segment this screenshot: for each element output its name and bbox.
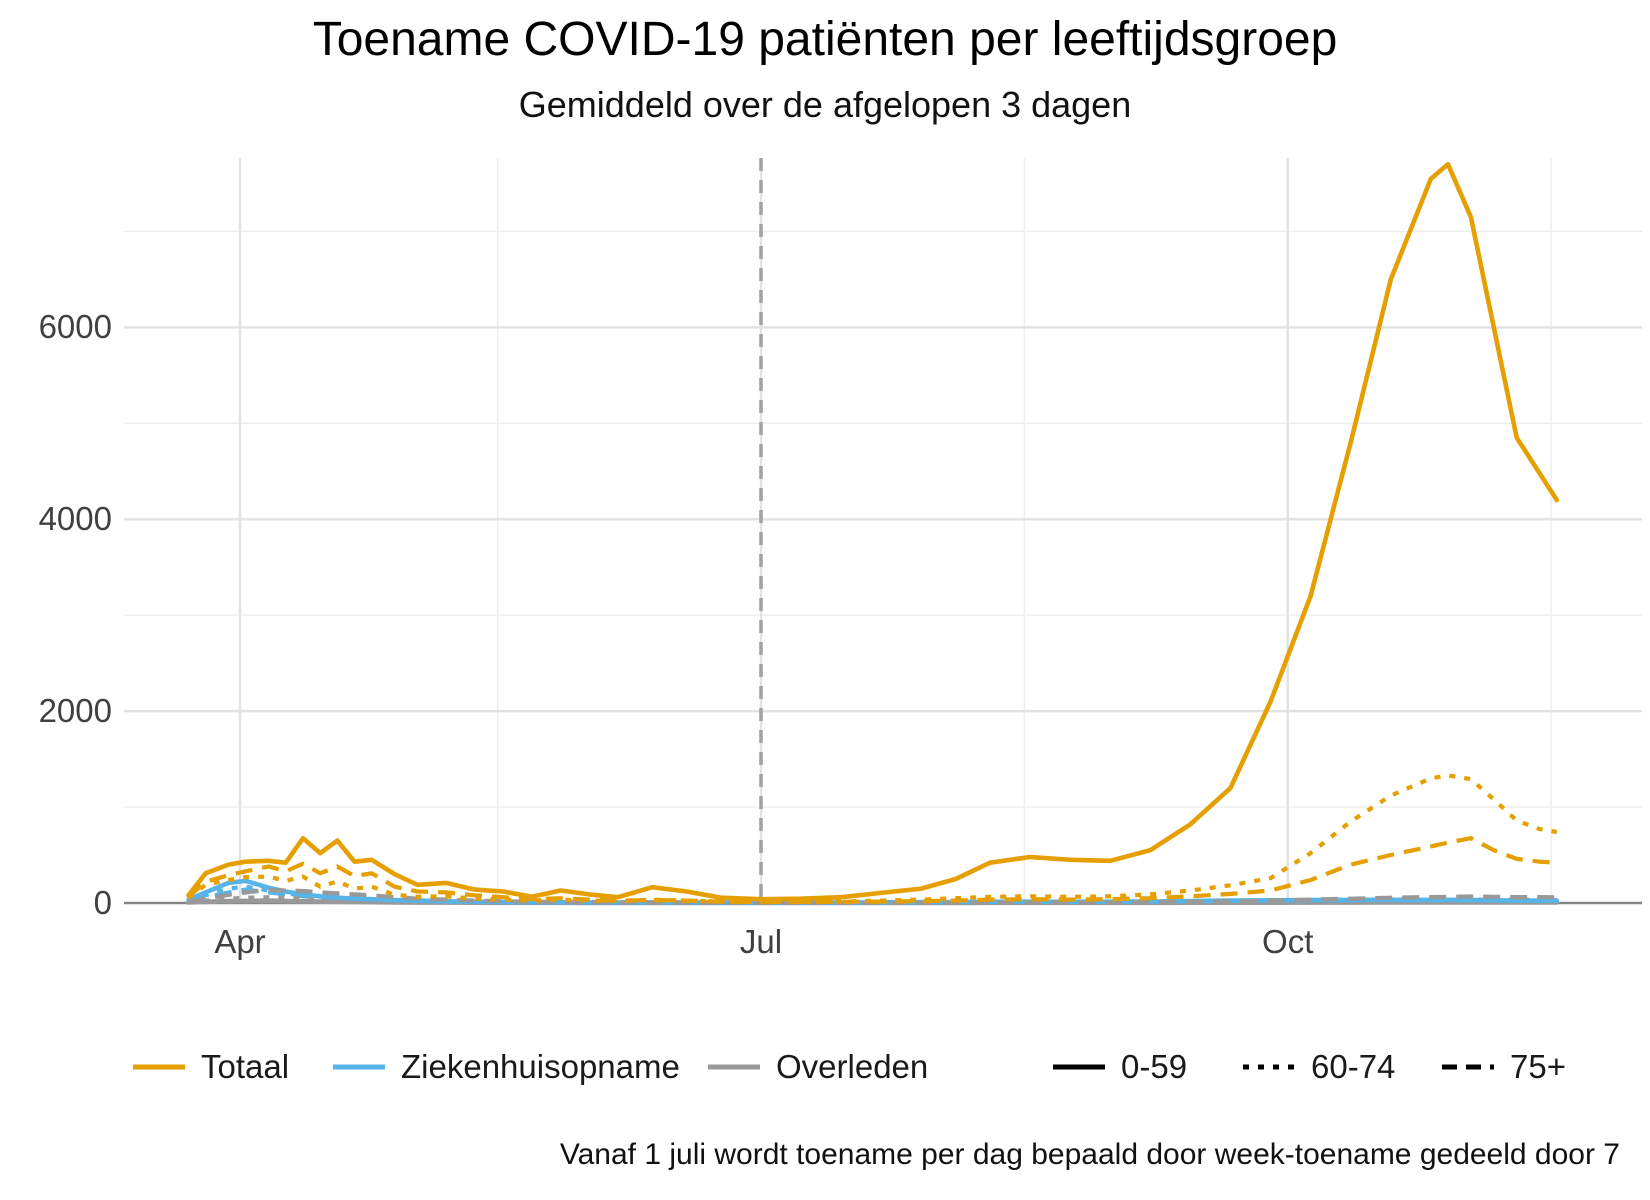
legend-item-overleden: Overleden — [708, 1046, 928, 1088]
legend-key-overleden — [708, 1064, 760, 1070]
legend-key-dotted-60-74 — [1243, 1064, 1295, 1070]
legend-item-ziekenhuisopname: Ziekenhuisopname — [333, 1046, 680, 1088]
legend-item-dashed-75plus: 75+ — [1442, 1046, 1566, 1088]
y-tick-label-4000: 4000 — [38, 500, 112, 538]
series-line-totaal-75- — [187, 836, 1557, 905]
x-tick-label-apr: Apr — [214, 923, 266, 960]
legend-label-dotted-60-74: 60-74 — [1311, 1048, 1396, 1085]
legend-label-overleden: Overleden — [776, 1048, 929, 1085]
chart-title: Toename COVID-19 patiënten per leeftijds… — [312, 13, 1338, 66]
legend-label-dashed-75plus: 75+ — [1510, 1048, 1566, 1085]
y-tick-label-2000: 2000 — [38, 692, 112, 730]
legend-label-ziekenhuisopname: Ziekenhuisopname — [401, 1048, 680, 1085]
y-tick-label-6000: 6000 — [38, 308, 112, 346]
series-line-totaal-60-74 — [187, 773, 1558, 905]
legend-item-solid-0-59: 0-59 — [1053, 1046, 1187, 1088]
legend: Totaal Ziekenhuisopname Overleden 0-59 60-74… — [0, 1046, 1650, 1088]
chart-subtitle: Gemiddeld over de afgelopen 3 dagen — [518, 84, 1132, 125]
series-line-totaal-0-59 — [186, 162, 1560, 902]
legend-item-totaal: Totaal — [133, 1046, 289, 1088]
legend-key-totaal — [133, 1064, 185, 1070]
y-tick-label-0: 0 — [93, 884, 112, 921]
legend-label-solid-0-59: 0-59 — [1121, 1048, 1188, 1085]
legend-key-solid-0-59 — [1053, 1064, 1105, 1070]
chart-caption: Vanaf 1 juli wordt toename per dag bepaa… — [559, 1138, 1620, 1171]
x-tick-label-jul: Jul — [739, 923, 783, 960]
x-tick-label-oct: Oct — [1262, 923, 1314, 960]
legend-label-totaal: Totaal — [201, 1048, 290, 1085]
legend-item-dotted-60-74: 60-74 — [1243, 1046, 1395, 1088]
legend-key-ziekenhuisopname — [333, 1064, 385, 1070]
legend-key-dashed-75plus — [1442, 1064, 1494, 1070]
